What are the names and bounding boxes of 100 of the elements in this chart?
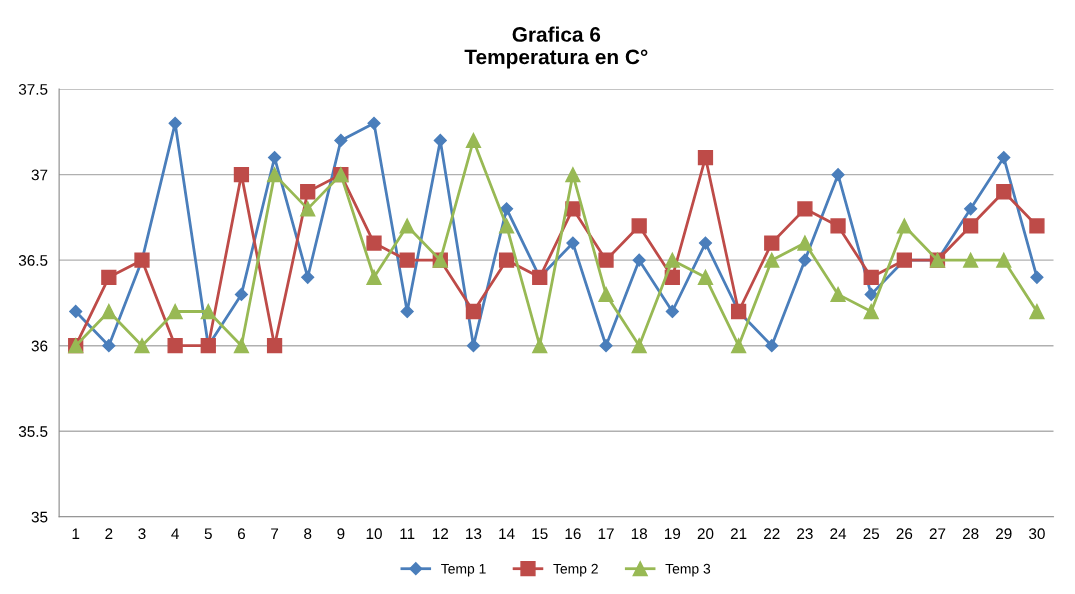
point [465, 132, 482, 149]
point [400, 304, 414, 319]
point [797, 235, 813, 251]
point [102, 339, 116, 353]
point [599, 339, 613, 353]
x-tick-label: 8 [304, 528, 312, 540]
legend-label: Temp 1 [441, 564, 486, 577]
point [566, 236, 580, 250]
point [797, 201, 813, 217]
point [896, 218, 912, 234]
point [996, 252, 1012, 268]
x-tick-label: 14 [499, 528, 515, 539]
point [1029, 218, 1045, 234]
point [698, 236, 713, 250]
point [367, 116, 381, 130]
point [764, 252, 780, 268]
x-tick-label: 24 [830, 528, 847, 539]
x-tick-label: 23 [797, 528, 813, 540]
point [498, 218, 515, 234]
point [764, 235, 780, 251]
x-tick-label: 5 [204, 528, 212, 540]
y-tick-label: 36 [31, 340, 48, 352]
point [664, 252, 680, 268]
x-tick-label: 17 [598, 528, 614, 539]
point [266, 166, 283, 183]
point [267, 150, 282, 165]
point [200, 303, 216, 320]
point [962, 218, 979, 234]
x-tick-label: 28 [962, 528, 979, 540]
point [266, 338, 283, 354]
point [697, 269, 714, 285]
point [500, 202, 514, 216]
point [301, 270, 315, 284]
x-tick-label: 18 [631, 528, 648, 540]
x-tick-label: 3 [138, 528, 146, 540]
legend-label: Temp 3 [665, 563, 711, 577]
x-tick-label: 6 [237, 528, 245, 540]
point [964, 202, 978, 216]
point [1030, 270, 1044, 284]
legend-label: Temp 2 [553, 563, 598, 577]
point [366, 235, 382, 251]
point [631, 338, 647, 354]
point [134, 338, 150, 354]
x-tick-label: 4 [171, 528, 179, 539]
x-tick-label: 19 [664, 528, 681, 540]
x-tick-label: 9 [337, 528, 345, 540]
y-tick-label: 37.5 [18, 83, 48, 95]
point [167, 338, 183, 354]
point [830, 286, 846, 303]
point [863, 269, 879, 285]
x-tick-label: 26 [896, 528, 913, 540]
point [465, 303, 482, 320]
point [864, 287, 878, 301]
x-tick-label: 13 [466, 528, 482, 540]
point [101, 269, 117, 285]
point [168, 116, 182, 130]
point [399, 218, 415, 234]
point [498, 252, 515, 268]
point [466, 339, 481, 353]
x-tick-label: 7 [271, 528, 279, 539]
point [565, 166, 581, 183]
x-tick-label: 25 [863, 528, 880, 540]
x-tick-label: 20 [697, 528, 714, 540]
x-tick-label: 12 [432, 528, 449, 539]
point [765, 339, 779, 353]
point [665, 304, 679, 319]
y-tick-label: 35 [31, 511, 48, 523]
x-tick-label: 29 [996, 528, 1012, 540]
x-tick-label: 16 [565, 528, 581, 540]
point [300, 184, 316, 200]
point [631, 218, 647, 234]
point [233, 166, 250, 183]
point [730, 338, 747, 354]
x-tick-label: 30 [1029, 528, 1045, 540]
point [962, 252, 979, 268]
point [101, 303, 117, 320]
point [69, 304, 83, 319]
x-tick-label: 21 [730, 528, 747, 539]
point [598, 286, 614, 303]
x-tick-label: 10 [366, 528, 382, 540]
point [334, 133, 348, 148]
y-tick-label: 36.5 [18, 255, 48, 266]
x-tick-label: 27 [929, 528, 946, 539]
point [798, 253, 812, 267]
x-tick-label: 22 [764, 528, 780, 539]
point [697, 149, 714, 166]
point [433, 133, 447, 148]
point [863, 303, 879, 320]
point [399, 252, 415, 268]
point [234, 287, 249, 301]
point [830, 218, 846, 234]
point [996, 184, 1012, 200]
x-tick-label: 1 [72, 528, 80, 539]
point [598, 252, 614, 268]
x-tick-label: 15 [532, 528, 548, 540]
point [831, 168, 845, 182]
point [632, 253, 646, 267]
y-tick-label: 35.5 [18, 426, 48, 437]
point [366, 269, 382, 285]
x-tick-label: 2 [105, 528, 113, 539]
